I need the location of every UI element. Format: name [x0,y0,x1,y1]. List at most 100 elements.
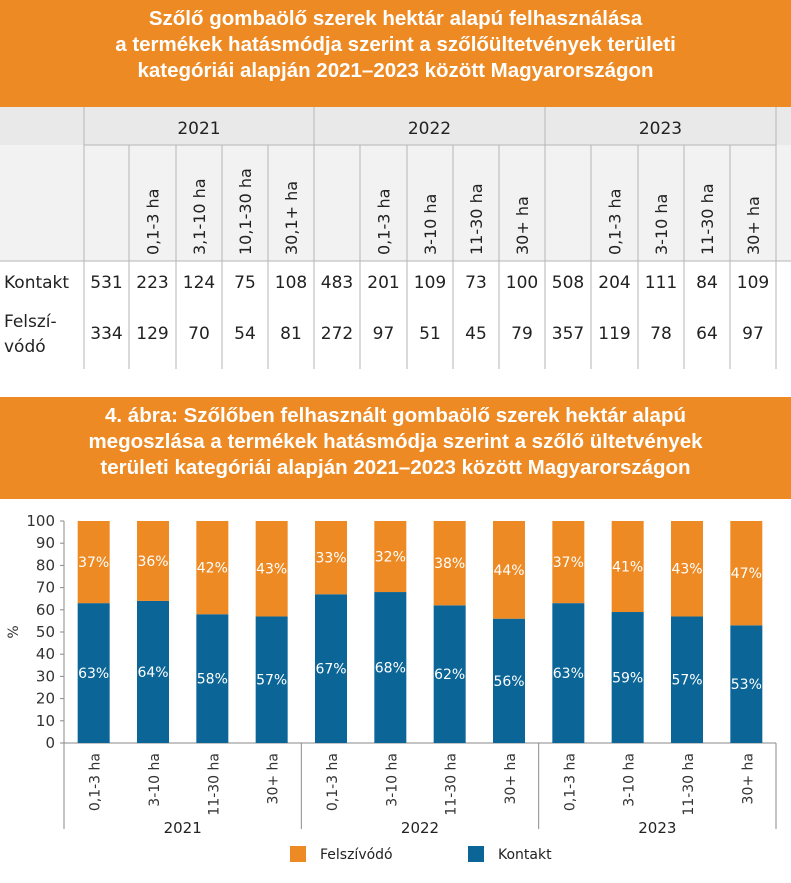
table-year-header: 2023 [639,119,682,139]
bar-kontakt [374,592,407,743]
bar-kontakt [433,605,466,743]
legend-swatch [468,846,484,862]
data-label-kontakt: 58% [197,672,228,688]
legend-swatch [290,846,306,862]
data-label-felszivodo: 42% [197,561,228,577]
bar-felszivodo [493,521,525,619]
data-label-felszivodo: 36% [137,554,168,570]
data-label-kontakt: 57% [671,673,702,689]
bar-felszivodo [77,521,110,604]
table-year-header-bg [0,107,791,145]
table-cell: 79 [511,324,533,344]
x-group-label: 2022 [401,819,439,837]
bar-kontakt [611,612,644,743]
data-label-kontakt: 64% [137,665,168,681]
table-column-header: 11-30 ha [467,183,486,255]
chart-title-line: területi kategóriái alapján 2021–2023 kö… [100,456,691,479]
x-tick-label: 0,1-3 ha [88,753,104,811]
table-title-line: Szőlő gombaölő szerek hektár alapú felha… [148,7,643,30]
x-tick-label: 3-10 ha [147,753,163,807]
bar-felszivodo [611,521,644,613]
data-label-felszivodo: 37% [78,555,109,571]
table-column-header: 10,1-30 ha [236,168,255,255]
data-label-kontakt: 62% [434,667,465,683]
y-tick-label: 10 [36,712,55,730]
bar-kontakt [671,616,703,743]
table-column-header: 0,1-3 ha [375,189,394,255]
bar-felszivodo [552,521,585,604]
table-cell: 78 [650,324,672,344]
y-tick-label: 80 [36,556,55,574]
table-cell: 75 [234,273,256,293]
x-tick-label: 11-30 ha [444,753,460,816]
data-label-kontakt: 53% [731,677,762,693]
table-year-header: 2022 [408,119,451,139]
x-tick-label: 0,1-3 ha [562,753,578,811]
table-cell: 119 [598,324,630,344]
table-cell: 124 [183,273,215,293]
table-column-header: 11-30 ha [698,183,717,255]
table-cell: 129 [136,324,168,344]
bar-felszivodo [196,521,229,615]
x-group-label: 2023 [638,819,676,837]
data-label-felszivodo: 43% [671,562,702,578]
table-cell: 109 [414,273,446,293]
table-year-header: 2021 [177,119,220,139]
stacked-bar-chart: 0 10 20 30 40 50 60 70 80 90 100% 63% 37% 0,1-3 ha 64%… [6,512,777,863]
table-column-header: 3,1-10 ha [190,178,209,255]
data-label-kontakt: 68% [375,661,406,677]
x-tick-label: 0,1-3 ha [325,753,341,811]
y-tick-label: 70 [36,579,55,597]
table-title-line: kategóriái alapján 2021–2023 között Magy… [137,59,654,82]
table-cell: 272 [321,324,353,344]
table-row-label-kontakt: Kontakt [4,273,69,293]
bar-kontakt [137,600,169,743]
x-tick-label: 11-30 ha [681,753,697,816]
x-tick-label: 30+ ha [503,753,519,804]
table-title-line: a termékek hatásmódja szerint a szőlőült… [115,33,676,56]
data-table: 2021 0,1-3 ha 3,1-10 ha 10,1-30 ha 30,1+ ha 5… [0,107,791,369]
bar-felszivodo [255,521,288,617]
x-tick-label: 30+ ha [266,753,282,804]
table-column-header: 30,1+ ha [282,181,301,255]
table-cell: 204 [598,273,630,293]
table-cell: 223 [136,273,168,293]
bar-kontakt [730,625,763,743]
table-cell: 84 [696,273,718,293]
data-label-felszivodo: 38% [434,556,465,572]
bar-kontakt [255,616,288,743]
data-label-kontakt: 57% [256,673,287,689]
bar-kontakt [493,618,525,743]
data-label-felszivodo: 41% [612,560,643,576]
table-column-header: 3-10 ha [421,194,440,255]
bar-felszivodo [374,521,407,593]
table-column-header: 0,1-3 ha [144,189,163,255]
table-cell: 45 [465,324,487,344]
x-group-label: 2021 [164,819,202,837]
data-label-felszivodo: 33% [315,551,346,567]
table-column-header: 30+ ha [744,196,763,255]
table-title: Szőlő gombaölő szerek hektár alapú felha… [0,0,791,107]
table-cell: 97 [373,324,395,344]
table-column-header-bg [0,145,791,261]
table-cell: 70 [188,324,210,344]
table-row-label-felszivodo: vódó [4,337,46,357]
chart-title-line: 4. ábra: Szőlőben felhasznált gombaölő s… [105,404,686,427]
table-column-header: 30+ ha [513,196,532,255]
table-cell: 334 [90,324,122,344]
y-tick-label: 90 [36,534,55,552]
y-tick-label: 50 [36,623,55,641]
data-label-felszivodo: 32% [375,550,406,566]
table-cell: 64 [696,324,718,344]
bar-felszivodo [137,521,169,601]
table-cell: 483 [321,273,353,293]
bar-kontakt [552,603,585,743]
table-cell: 111 [645,273,677,293]
table-column-header: 0,1-3 ha [606,189,625,255]
table-cell: 51 [419,324,441,344]
table-cell: 81 [280,324,302,344]
y-axis-label: % [6,625,22,638]
bar-felszivodo [315,521,347,595]
data-label-felszivodo: 37% [553,555,584,571]
bar-kontakt [196,614,229,743]
